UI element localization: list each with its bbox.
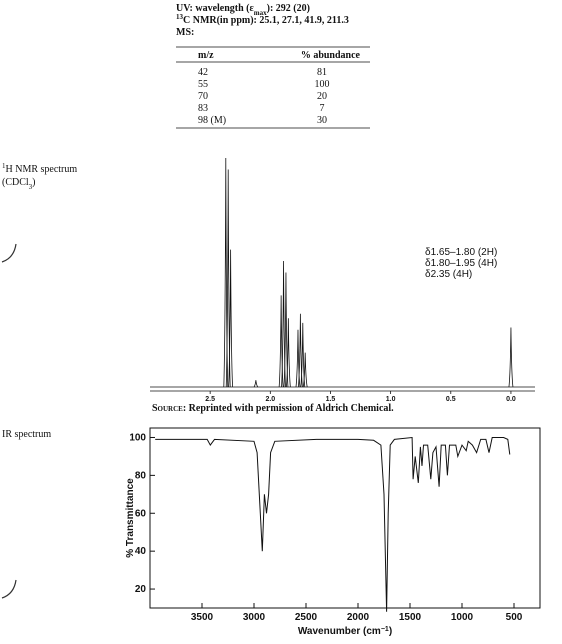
nmr-peak [253, 380, 259, 388]
x-tick-label: 2000 [347, 612, 370, 623]
text-part: ) [32, 177, 35, 188]
y-tick-label: 100 [129, 432, 146, 443]
table-cell: 100 [315, 79, 330, 90]
y-tick-label: 20 [135, 584, 147, 595]
x-tick-label: 2.0 [265, 396, 275, 403]
source-note: Source: Reprinted with permission of Ald… [152, 403, 394, 414]
y-axis-label: % Transmittance [125, 478, 136, 558]
x-tick-label: 3500 [191, 612, 214, 623]
text-part: C NMR(in ppm): 25.1, 27.1, 41.9, 211.3 [183, 15, 349, 26]
section-label: 1H NMR spectrum [2, 162, 77, 175]
x-tick-label: 1.5 [326, 396, 336, 403]
table-cell: 20 [317, 91, 327, 102]
x-axis-label: Wavenumber (cm−1) [298, 626, 392, 638]
table-header: % abundance [301, 50, 361, 61]
table-cell: 98 (M) [198, 115, 226, 126]
x-tick-label: 500 [506, 612, 523, 623]
x-tick-label: 1000 [451, 612, 474, 623]
table-cell: 83 [198, 103, 208, 114]
text-part: Wavenumber (cm [298, 626, 381, 637]
x-tick-label: 0.5 [446, 396, 456, 403]
table-cell: 42 [198, 67, 208, 78]
table-cell: 30 [317, 115, 327, 126]
uv-line: UV: wavelength (εmax): 292 (20) [176, 3, 310, 17]
table-cell: 7 [320, 103, 325, 114]
ir-frame [149, 427, 541, 609]
y-tick-label: 80 [135, 470, 147, 481]
nmr-peak [228, 249, 234, 388]
table-header: m/z [198, 50, 214, 61]
table-cell: 70 [198, 91, 208, 102]
nmr-peak [302, 352, 308, 388]
x-tick-label: 2.5 [205, 396, 215, 403]
table-cell: 55 [198, 79, 208, 90]
section-label: (CDCl3) [2, 177, 36, 191]
text-part: UV: wavelength (ε [176, 3, 255, 14]
x-tick-label: 1.0 [386, 396, 396, 403]
text-part: H NMR spectrum [6, 164, 78, 175]
annotation: δ2.35 (4H) [425, 269, 472, 280]
text-part: Reprinted with permission of Aldrich Che… [186, 403, 394, 414]
text-part: 1 [2, 162, 6, 170]
ms-label: MS: [176, 27, 194, 38]
y-tick-label: 60 [135, 508, 147, 519]
x-tick-label: 3000 [243, 612, 266, 623]
annotation: δ1.80–1.95 (4H) [425, 258, 497, 269]
nmr-peak [285, 318, 291, 388]
x-tick-label: 2500 [295, 612, 318, 623]
x-tick-label: 1500 [399, 612, 422, 623]
ir-curve [155, 436, 511, 612]
text-part: 3 [29, 183, 33, 191]
text-part: Source: [152, 403, 186, 414]
x-tick-label: 0.0 [506, 396, 516, 403]
text-part: ): 292 (20) [267, 3, 310, 14]
annotation: δ1.65–1.80 (2H) [425, 247, 497, 258]
section-label: IR spectrum [2, 429, 51, 440]
text-part: (CDCl [2, 177, 29, 188]
c13-line: 13C NMR(in ppm): 25.1, 27.1, 41.9, 211.3 [176, 13, 349, 26]
margin-mark [1, 243, 17, 263]
text-part: max [254, 9, 267, 17]
text-part: −1 [381, 626, 389, 633]
margin-mark [1, 579, 17, 599]
text-part: 13 [176, 13, 184, 21]
nmr-peak [508, 327, 514, 388]
y-tick-label: 40 [135, 546, 147, 557]
text-part: ) [389, 626, 392, 637]
table-cell: 81 [317, 67, 327, 78]
